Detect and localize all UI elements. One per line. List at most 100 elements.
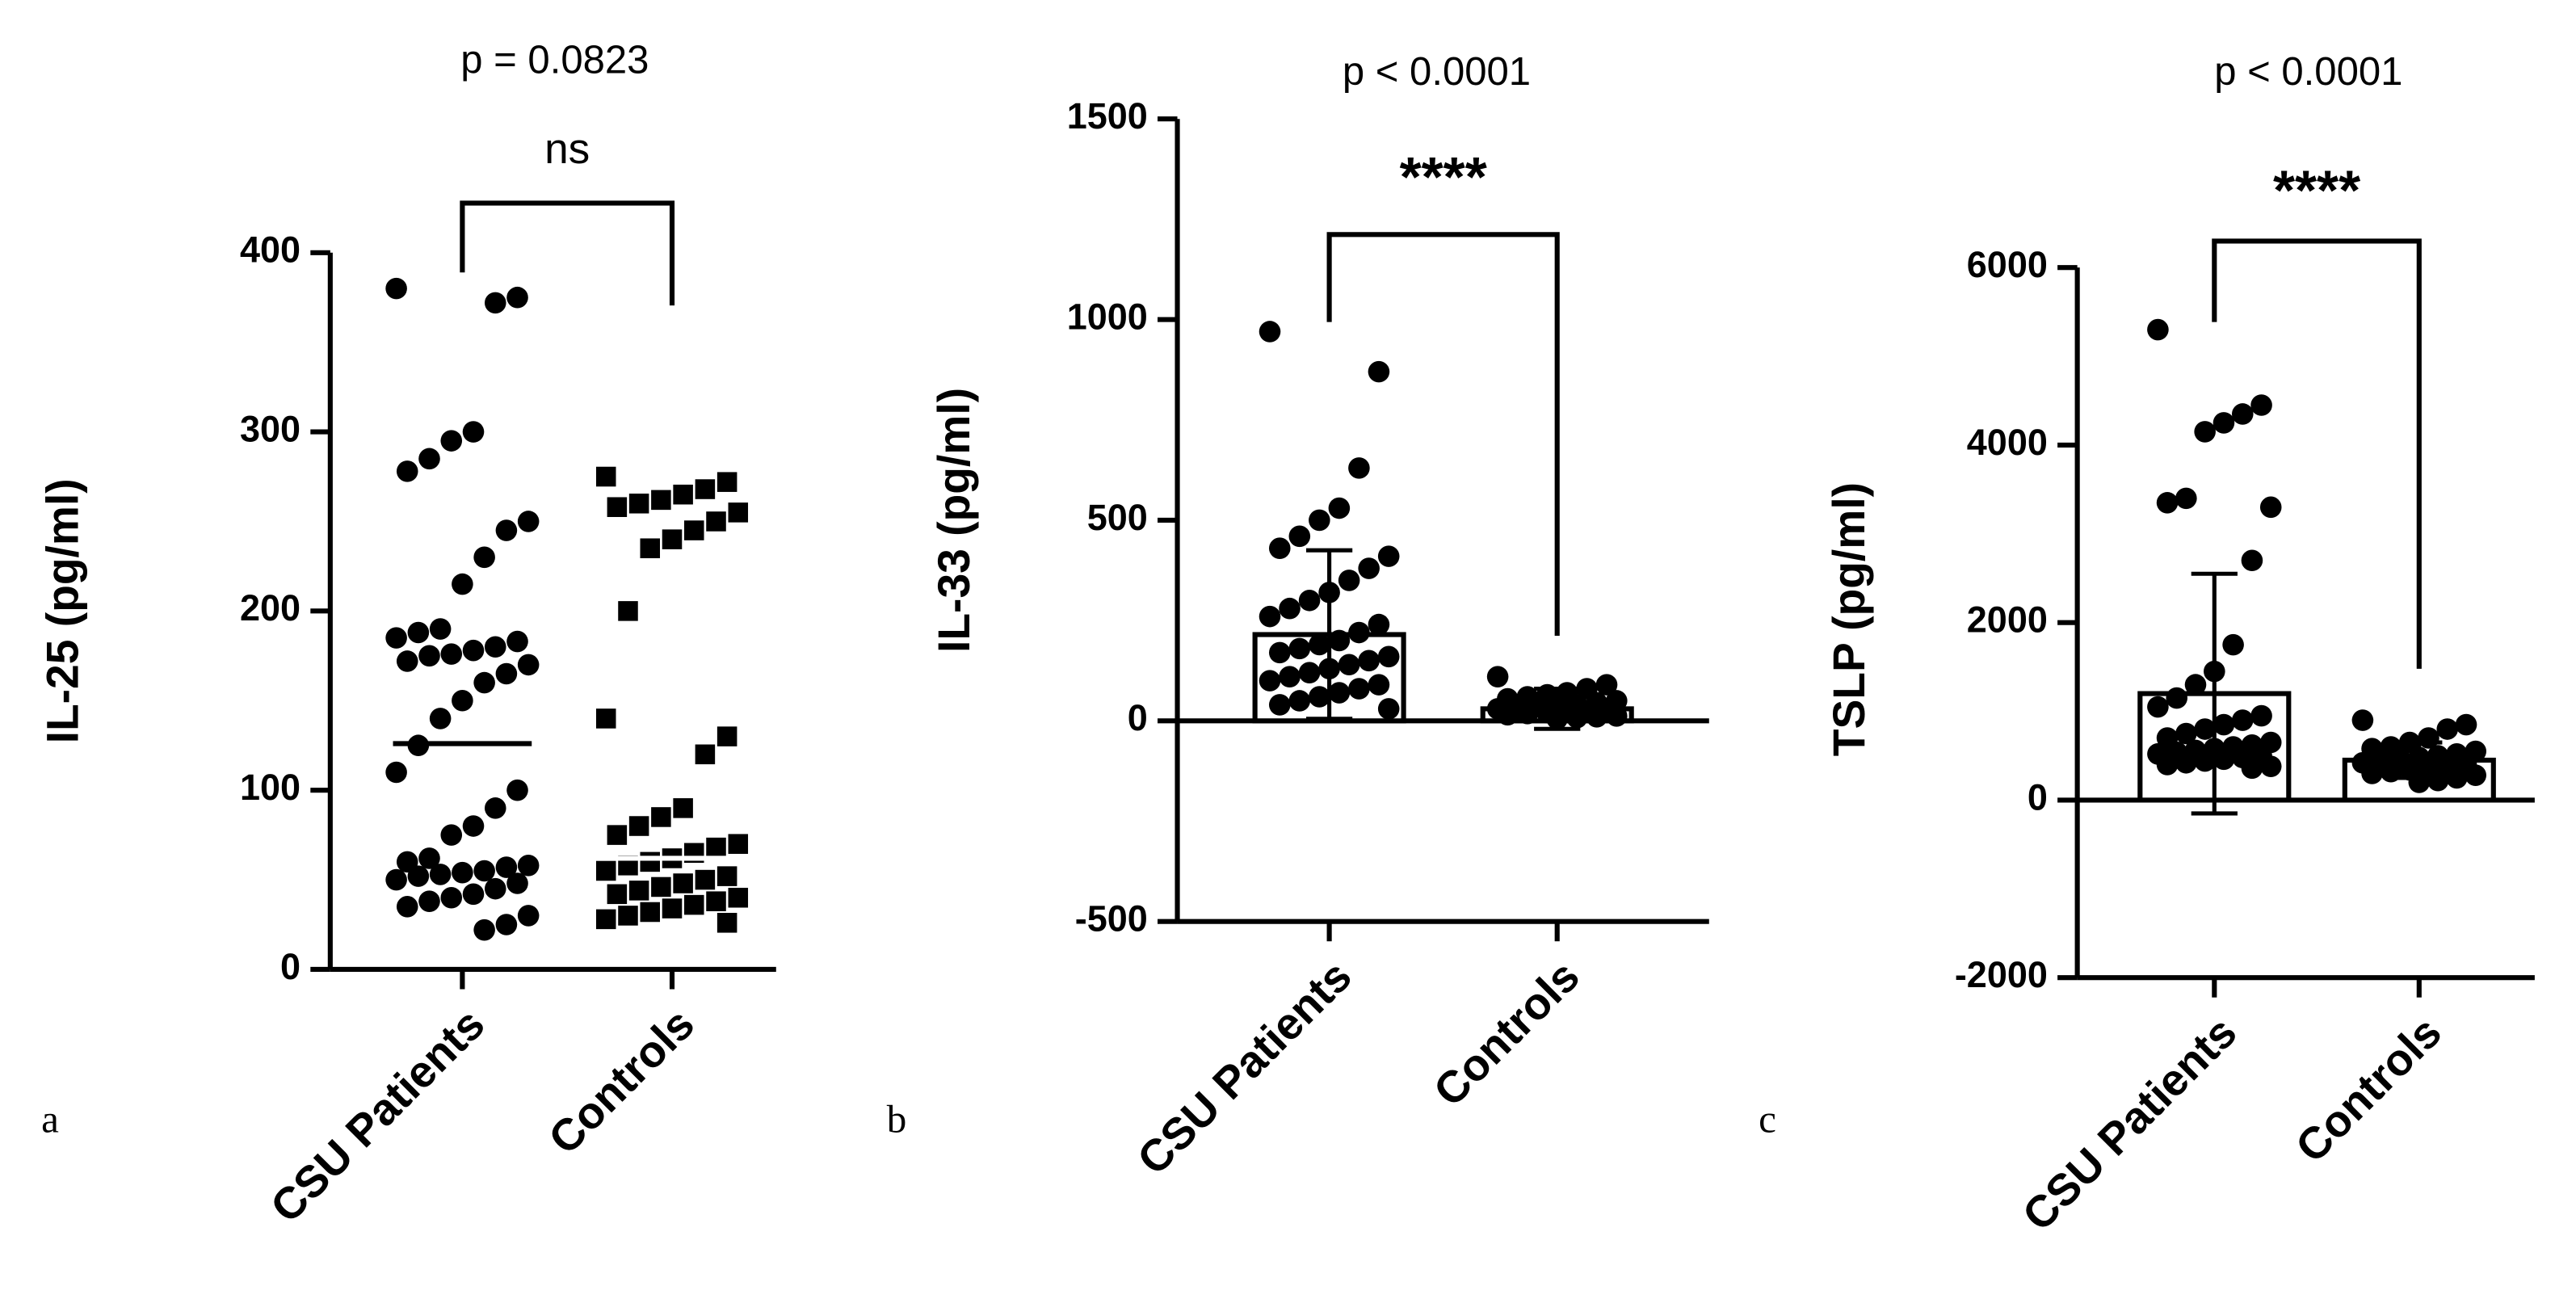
data-point xyxy=(662,529,683,549)
y-tick-label: 200 xyxy=(240,587,300,628)
data-point xyxy=(1268,641,1291,664)
data-point xyxy=(517,905,540,927)
data-point xyxy=(716,913,738,933)
data-point xyxy=(640,538,661,559)
y-axis-label: IL-25 (pg/ml) xyxy=(37,478,87,743)
data-point xyxy=(1338,570,1360,591)
data-point xyxy=(706,837,726,858)
data-point xyxy=(728,502,749,523)
data-point xyxy=(628,816,649,836)
data-point xyxy=(1268,537,1291,559)
y-axis-label: IL-33 (pg/ml) xyxy=(929,388,979,653)
data-point xyxy=(1298,662,1321,683)
data-point xyxy=(651,490,671,511)
data-point xyxy=(2156,492,2179,514)
y-tick-label: -500 xyxy=(1075,898,1148,940)
data-point xyxy=(1259,321,1281,343)
y-tick-label: 0 xyxy=(1128,697,1148,738)
data-point xyxy=(728,887,749,908)
data-point xyxy=(628,881,649,901)
data-point xyxy=(673,484,693,505)
data-point xyxy=(1595,674,1618,696)
data-point xyxy=(651,807,671,827)
data-point xyxy=(2465,764,2486,786)
data-point xyxy=(1259,670,1281,692)
data-point xyxy=(706,891,726,911)
data-point xyxy=(418,448,440,470)
data-point xyxy=(595,909,616,930)
data-point xyxy=(484,797,506,819)
data-point xyxy=(618,906,638,926)
data-point xyxy=(1279,666,1301,687)
data-point xyxy=(1298,589,1321,612)
data-point xyxy=(1606,705,1628,727)
data-point xyxy=(716,726,738,746)
data-point xyxy=(1309,633,1330,656)
data-point xyxy=(2455,713,2477,736)
bracket xyxy=(2212,238,2422,669)
panel-label: c xyxy=(1759,1096,1776,1141)
error-bar xyxy=(1534,687,1581,731)
y-tick-label: 400 xyxy=(240,229,300,271)
data-point xyxy=(396,896,418,918)
y-tick-label: 2000 xyxy=(1967,599,2048,641)
y-tick-label: 300 xyxy=(240,408,300,449)
data-point xyxy=(1516,703,1539,725)
data-point xyxy=(1279,597,1301,620)
data-point xyxy=(407,865,430,887)
y-tick-label: 0 xyxy=(280,946,300,987)
data-point xyxy=(440,824,463,846)
data-point xyxy=(1377,698,1400,720)
significance: **** xyxy=(2273,159,2360,222)
data-point xyxy=(1586,706,1608,728)
data-point xyxy=(651,877,671,898)
data-point xyxy=(1368,360,1390,383)
data-point xyxy=(429,708,452,729)
data-point xyxy=(695,744,716,765)
significance: **** xyxy=(1400,145,1487,208)
data-point xyxy=(440,430,463,452)
data-point xyxy=(695,869,716,890)
data-point xyxy=(2241,549,2263,572)
data-point xyxy=(2259,755,2282,777)
data-point xyxy=(495,856,518,878)
data-point xyxy=(683,520,704,540)
data-point xyxy=(2194,421,2216,443)
data-point xyxy=(484,292,506,314)
data-point xyxy=(1358,650,1380,672)
data-point xyxy=(517,855,540,877)
bracket xyxy=(460,200,675,306)
panel-0: 0 100 200 300 400 CSU Patients Controls IL-25 (… xyxy=(37,39,776,1232)
data-point xyxy=(2427,769,2449,792)
data-point xyxy=(673,873,693,893)
data-point xyxy=(462,421,485,443)
data-point xyxy=(462,883,485,906)
data-point xyxy=(1497,704,1519,726)
data-point xyxy=(473,919,495,941)
data-point xyxy=(706,511,726,532)
data-point xyxy=(462,815,485,837)
data-point xyxy=(618,601,638,621)
x-tick-label: CSU Patients xyxy=(261,998,494,1232)
data-point xyxy=(2351,709,2374,731)
data-point xyxy=(396,460,418,482)
data-point xyxy=(607,825,628,845)
data-point xyxy=(662,898,683,919)
data-point xyxy=(1368,674,1390,696)
data-point xyxy=(2175,751,2197,774)
data-point xyxy=(2436,718,2459,740)
y-tick-label: 6000 xyxy=(1967,244,2048,285)
data-point xyxy=(506,779,528,801)
data-point xyxy=(506,872,528,894)
data-point xyxy=(695,479,716,499)
data-point xyxy=(640,902,661,923)
data-point xyxy=(595,708,616,729)
data-point xyxy=(607,884,628,905)
data-point xyxy=(640,851,661,872)
data-point xyxy=(2184,674,2207,696)
data-point xyxy=(1348,678,1370,700)
data-point xyxy=(495,914,518,935)
data-point xyxy=(2250,704,2272,727)
data-point xyxy=(462,639,485,662)
data-point xyxy=(385,277,407,300)
